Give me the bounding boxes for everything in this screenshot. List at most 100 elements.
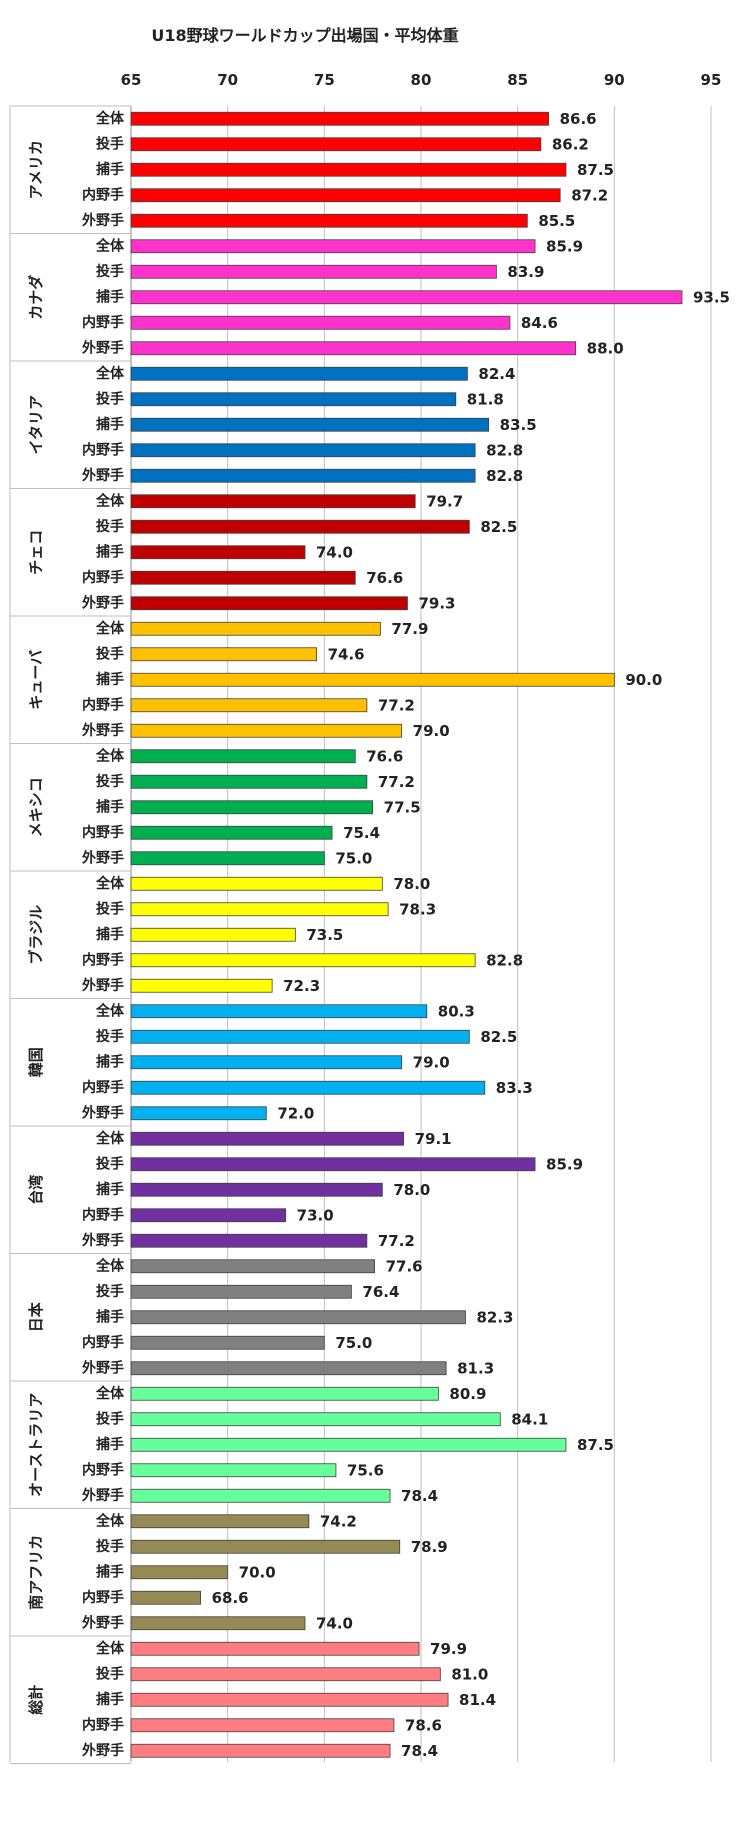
category-label: 外野手 (82, 1742, 124, 1759)
bar (130, 1590, 201, 1605)
bar (130, 111, 549, 126)
bar (130, 1157, 536, 1172)
category-label: 捕手 (96, 798, 124, 815)
bar (130, 1080, 486, 1095)
data-label: 78.4 (401, 1742, 438, 1760)
group-label: ブラジル (27, 905, 45, 965)
category-label: 内野手 (82, 1206, 124, 1223)
bar (130, 672, 615, 687)
category-label: 捕手 (96, 1436, 124, 1453)
x-tick-label: 90 (604, 71, 625, 89)
data-label: 81.3 (457, 1359, 494, 1377)
data-label: 87.2 (571, 186, 608, 204)
data-label: 82.8 (486, 441, 523, 459)
data-label: 74.6 (328, 645, 365, 663)
data-label: 84.1 (511, 1410, 548, 1428)
category-label: 外野手 (82, 1487, 124, 1504)
bar (130, 239, 536, 254)
x-tick-label: 75 (314, 71, 335, 89)
bar (130, 315, 511, 330)
data-label: 74.0 (316, 543, 353, 561)
data-label: 78.4 (401, 1487, 438, 1505)
data-label: 85.9 (546, 1155, 583, 1173)
data-label: 87.5 (577, 1436, 614, 1454)
bar (130, 188, 561, 203)
bar (130, 723, 403, 738)
data-label: 87.5 (577, 161, 614, 179)
data-label: 77.2 (378, 773, 415, 791)
bar (130, 392, 457, 407)
data-label: 74.2 (320, 1512, 357, 1530)
bar (130, 1259, 375, 1274)
data-label: 72.3 (283, 977, 320, 995)
category-label: 全体 (95, 1002, 125, 1019)
data-label: 85.9 (546, 237, 583, 255)
data-label: 84.6 (521, 314, 558, 332)
bar (130, 137, 542, 152)
bar (130, 519, 470, 534)
category-label: 捕手 (96, 926, 124, 943)
bar (130, 1437, 567, 1452)
bar (130, 1029, 470, 1044)
category-label: 外野手 (82, 1232, 124, 1249)
data-label: 81.0 (451, 1665, 488, 1683)
data-label: 76.6 (366, 747, 403, 765)
bar (130, 1539, 401, 1554)
group-label: 総計 (27, 1685, 45, 1715)
data-label: 75.0 (335, 849, 372, 867)
category-label: 外野手 (82, 212, 124, 229)
bar (130, 1641, 420, 1656)
category-label: 捕手 (96, 288, 124, 305)
bar (130, 1335, 325, 1350)
category-label: 投手 (96, 1538, 124, 1555)
bar (130, 1463, 337, 1478)
group-label: キューバ (27, 650, 45, 710)
data-label: 77.2 (378, 696, 415, 714)
bar (130, 1208, 287, 1223)
category-label: 内野手 (82, 951, 124, 968)
bar (130, 596, 408, 611)
category-label: 内野手 (82, 1716, 124, 1733)
category-label: 捕手 (96, 161, 124, 178)
bar (130, 417, 490, 432)
category-label: 捕手 (96, 671, 124, 688)
bar (130, 621, 381, 636)
data-label: 75.6 (347, 1461, 384, 1479)
category-label: 外野手 (82, 1359, 124, 1376)
category-label: 内野手 (82, 569, 124, 586)
category-label: 全体 (95, 747, 125, 764)
data-label: 76.4 (362, 1283, 399, 1301)
data-label: 82.8 (486, 951, 523, 969)
data-label: 79.0 (413, 1053, 450, 1071)
bar (130, 1131, 404, 1146)
data-label: 74.0 (316, 1614, 353, 1632)
bar (130, 443, 476, 458)
category-label: 外野手 (82, 977, 124, 994)
bar (130, 1055, 403, 1070)
category-label: 投手 (96, 135, 124, 152)
category-label: 内野手 (82, 696, 124, 713)
data-label: 82.5 (480, 1028, 517, 1046)
category-label: 内野手 (82, 1461, 124, 1478)
data-label: 78.0 (393, 875, 430, 893)
group-label: カナダ (27, 275, 45, 320)
data-label: 79.3 (418, 594, 455, 612)
bar (130, 1386, 439, 1401)
data-label: 77.5 (384, 798, 421, 816)
bar (130, 774, 368, 789)
data-label: 81.8 (467, 390, 504, 408)
category-label: 全体 (95, 1512, 125, 1529)
category-label: 捕手 (96, 1308, 124, 1325)
bar (130, 851, 325, 866)
category-label: 内野手 (82, 441, 124, 458)
bar (130, 570, 356, 585)
data-label: 79.7 (426, 492, 463, 510)
data-label: 83.5 (500, 416, 537, 434)
category-label: 投手 (96, 390, 124, 407)
group-label: チェコ (27, 530, 45, 575)
bar (130, 978, 273, 993)
bar (130, 1667, 441, 1682)
category-label: 捕手 (96, 543, 124, 560)
